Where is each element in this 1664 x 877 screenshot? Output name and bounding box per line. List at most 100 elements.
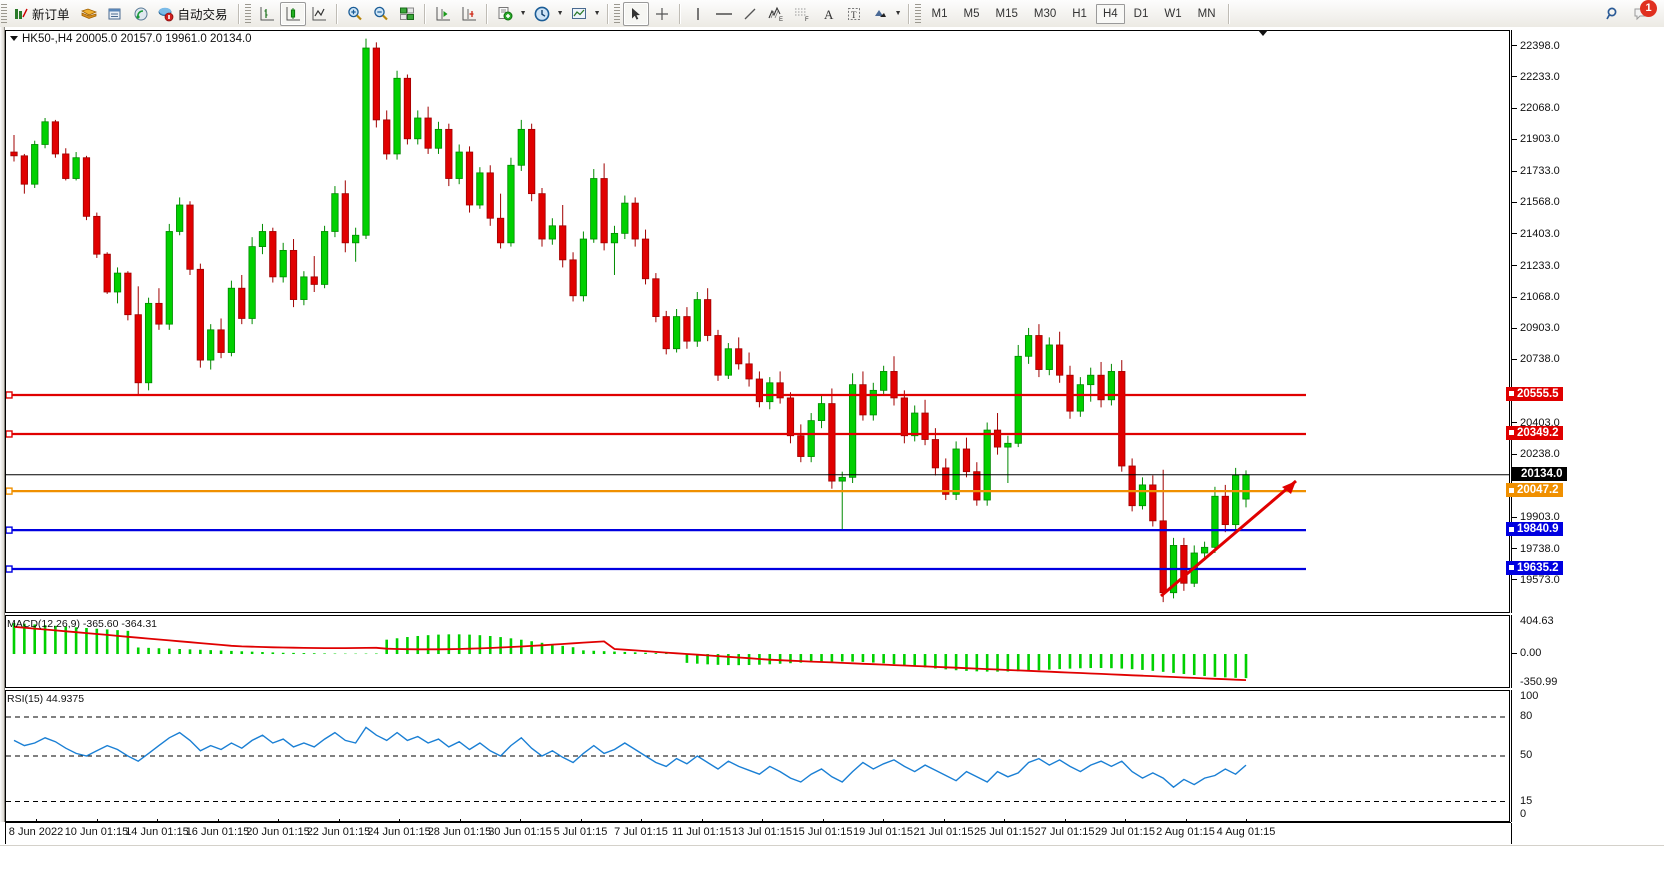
signal-button[interactable] xyxy=(128,2,154,26)
price-tick: 22068.0 xyxy=(1512,102,1560,114)
price-level-label-entry[interactable]: 20047.2 xyxy=(1506,483,1563,498)
timeframe-m30[interactable]: M30 xyxy=(1033,7,1057,20)
chart-symbol-text: HK50-,H4 20005.0 20157.0 19961.0 20134.0 xyxy=(22,33,252,45)
time-tick-label: 28 Jun 01:15 xyxy=(427,826,492,838)
chart-symbol-title: HK50-,H4 20005.0 20157.0 19961.0 20134.0 xyxy=(10,33,252,45)
price-pane[interactable] xyxy=(5,30,1510,613)
timeframe-mn[interactable]: MN xyxy=(1197,7,1216,20)
price-tick: 21903.0 xyxy=(1512,133,1560,145)
add-indicator-button[interactable] xyxy=(492,2,518,26)
data-window-button[interactable] xyxy=(102,2,128,26)
shift-start-button[interactable] xyxy=(430,2,456,26)
time-tick-label: 21 Jul 01:15 xyxy=(913,826,974,838)
shapes-dropdown[interactable]: ▼ xyxy=(894,10,902,17)
periods-grip[interactable] xyxy=(914,3,921,24)
timeframe-h4[interactable]: H4 xyxy=(1095,3,1125,24)
add-indicator-dropdown[interactable]: ▼ xyxy=(519,10,527,17)
price-level-label-resistance[interactable]: 20555.5 xyxy=(1506,386,1563,401)
bar-chart-button[interactable] xyxy=(254,2,280,26)
candlestick-button[interactable] xyxy=(279,1,306,26)
time-tick-label: 13 Jul 01:15 xyxy=(732,826,792,838)
timeframe-h1[interactable]: H1 xyxy=(1072,7,1087,20)
folder-button[interactable] xyxy=(76,2,102,26)
timeframe-w1[interactable]: W1 xyxy=(1164,7,1182,20)
text-button[interactable]: A xyxy=(815,2,841,26)
draw-tools-grip[interactable] xyxy=(613,3,620,24)
toolbar-grip[interactable] xyxy=(1,3,7,24)
time-tick-mark xyxy=(1125,819,1126,823)
data-window-icon xyxy=(108,8,121,19)
macd-pane[interactable] xyxy=(5,615,1510,688)
zoom-out-icon xyxy=(373,6,388,20)
zoom-in-button[interactable] xyxy=(342,2,368,26)
tile-windows-icon xyxy=(399,7,414,20)
period-dropdown[interactable]: ▼ xyxy=(556,10,564,17)
auto-trading-button[interactable]: 自动交易 xyxy=(155,2,233,26)
time-tick-mark xyxy=(580,819,582,823)
elliott-wave-button[interactable]: E xyxy=(763,2,789,26)
rsi-pane[interactable] xyxy=(5,690,1510,822)
fibonacci-button[interactable]: F xyxy=(789,2,815,26)
shapes-icon xyxy=(874,9,886,17)
shift-end-button[interactable] xyxy=(456,2,482,26)
templates-button[interactable] xyxy=(566,2,592,26)
time-axis[interactable]: 8 Jun 2022 10 Jun 01:15 14 Jun 01:15 16 Jun… xyxy=(5,819,1512,844)
period-button[interactable] xyxy=(529,2,555,26)
chart-tools-grip[interactable] xyxy=(244,3,251,24)
chart-collapse-icon[interactable] xyxy=(10,36,18,42)
price-tick: 19903.0 xyxy=(1512,511,1560,523)
time-tick-label: 15 Jul 01:15 xyxy=(792,826,853,838)
rsi-tick: 0 xyxy=(1520,808,1527,820)
zoom-out-button[interactable] xyxy=(368,2,394,26)
time-tick-mark xyxy=(762,819,763,823)
shapes-button[interactable] xyxy=(867,2,893,26)
auto-trading-label: 自动交易 xyxy=(177,8,228,22)
chart-area[interactable]: HK50-,H4 20005.0 20157.0 19961.0 20134.0… xyxy=(0,27,1664,877)
price-level-label-support[interactable]: 19840.9 xyxy=(1506,522,1563,537)
new-order-icon xyxy=(15,8,28,19)
period-icon xyxy=(534,6,549,21)
price-candles xyxy=(6,38,1509,603)
notification-badge: 1 xyxy=(1640,0,1657,17)
alerts-button[interactable]: 1 xyxy=(1626,0,1658,26)
label-button[interactable]: T xyxy=(841,2,867,26)
toolbar-right-group: 1 xyxy=(1600,0,1664,26)
rsi-plot xyxy=(6,716,1509,802)
price-level-label-resistance[interactable]: 20349.2 xyxy=(1506,425,1563,440)
time-tick-label: 2 Aug 01:15 xyxy=(1156,826,1215,838)
hline-icon xyxy=(715,12,732,15)
horizontal-line-button[interactable] xyxy=(711,2,737,26)
line-chart-button[interactable] xyxy=(306,2,332,26)
bar-chart-icon xyxy=(260,6,274,20)
timeframe-m5[interactable]: M5 xyxy=(963,7,980,20)
rsi-label: RSI(15) 44.9375 xyxy=(7,693,85,705)
time-tick-mark xyxy=(822,819,824,823)
elliott-icon: E xyxy=(768,6,783,23)
price-level-label-support[interactable]: 19635.2 xyxy=(1506,561,1563,576)
price-tick: 19738.0 xyxy=(1512,543,1560,555)
trendline-button[interactable] xyxy=(737,2,763,26)
toolbar-separator-4 xyxy=(485,3,488,24)
vertical-line-button[interactable] xyxy=(685,2,711,26)
timeframe-m1[interactable]: M1 xyxy=(931,7,948,20)
search-button[interactable] xyxy=(1600,2,1626,26)
new-order-button[interactable]: 新订单 xyxy=(11,2,75,26)
line-chart-icon xyxy=(312,6,326,20)
timeframe-d1[interactable]: D1 xyxy=(1133,7,1149,20)
timeframe-m15[interactable]: M15 xyxy=(995,7,1018,20)
time-tick-mark xyxy=(217,819,219,823)
toolbar-separator-3 xyxy=(423,3,426,24)
time-tick-label: 25 Jul 01:15 xyxy=(974,826,1034,838)
time-tick-mark xyxy=(943,819,945,823)
time-tick-mark xyxy=(520,819,521,823)
tile-windows-button[interactable] xyxy=(394,2,420,26)
crosshair-button[interactable] xyxy=(649,2,675,26)
time-tick-label: 7 Jul 01:15 xyxy=(614,826,668,838)
templates-dropdown[interactable]: ▼ xyxy=(593,10,601,17)
toolbar-separator-2 xyxy=(335,3,338,24)
price-axis[interactable]: 22398.0 22233.0 22068.0 21903.0 21733.0 21568… xyxy=(1506,30,1664,613)
cursor-button[interactable] xyxy=(622,1,649,26)
time-tick-mark xyxy=(96,819,98,823)
templates-icon xyxy=(571,7,586,19)
chart-drag-marker[interactable] xyxy=(1258,30,1268,36)
